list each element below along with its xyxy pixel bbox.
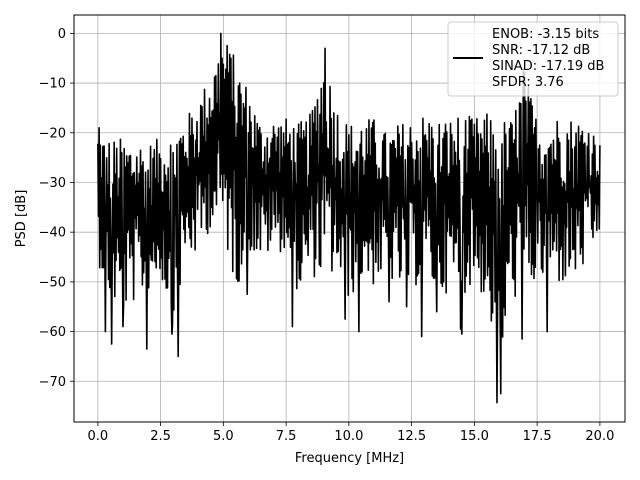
- y-tick-label: −30: [39, 176, 66, 191]
- legend-sfdr: SFDR: 3.76: [492, 75, 564, 90]
- legend-sinad: SINAD: -17.19 dB: [492, 59, 604, 74]
- y-axis-label: PSD [dB]: [14, 190, 29, 248]
- legend-enob: ENOB: -3.15 bits: [492, 27, 599, 42]
- legend: ENOB: -3.15 bits SNR: -17.12 dB SINAD: -…: [447, 21, 619, 97]
- y-tick-label: −70: [39, 375, 66, 390]
- x-axis: 0.0 2.5 5.0 7.5 10.0 12.5 15.0 17.5 20.0: [88, 422, 614, 444]
- y-tick-label: −50: [39, 275, 66, 290]
- x-tick-label: 0.0: [88, 429, 109, 444]
- x-tick-label: 5.0: [213, 429, 234, 444]
- y-tick-label: −60: [39, 325, 66, 340]
- psd-line: [97, 32, 601, 404]
- axes-frame: [73, 14, 626, 423]
- x-tick-label: 20.0: [585, 429, 614, 444]
- y-tick-label: −40: [39, 226, 66, 241]
- y-tick-label: −10: [39, 77, 66, 92]
- x-tick-label: 2.5: [150, 429, 171, 444]
- legend-snr: SNR: -17.12 dB: [492, 43, 590, 58]
- y-tick-label: −20: [39, 126, 66, 141]
- x-tick-label: 7.5: [276, 429, 297, 444]
- x-tick-label: 12.5: [397, 429, 426, 444]
- series-psd: [97, 32, 601, 404]
- legend-box: [447, 21, 619, 97]
- x-axis-label: Frequency [MHz]: [295, 451, 404, 466]
- x-tick-label: 17.5: [523, 429, 552, 444]
- x-tick-label: 10.0: [334, 429, 363, 444]
- x-tick-label: 15.0: [460, 429, 489, 444]
- y-tick-label: 0: [58, 27, 66, 42]
- y-axis: 0 −10 −20 −30 −40 −50 −60 −70: [39, 27, 74, 390]
